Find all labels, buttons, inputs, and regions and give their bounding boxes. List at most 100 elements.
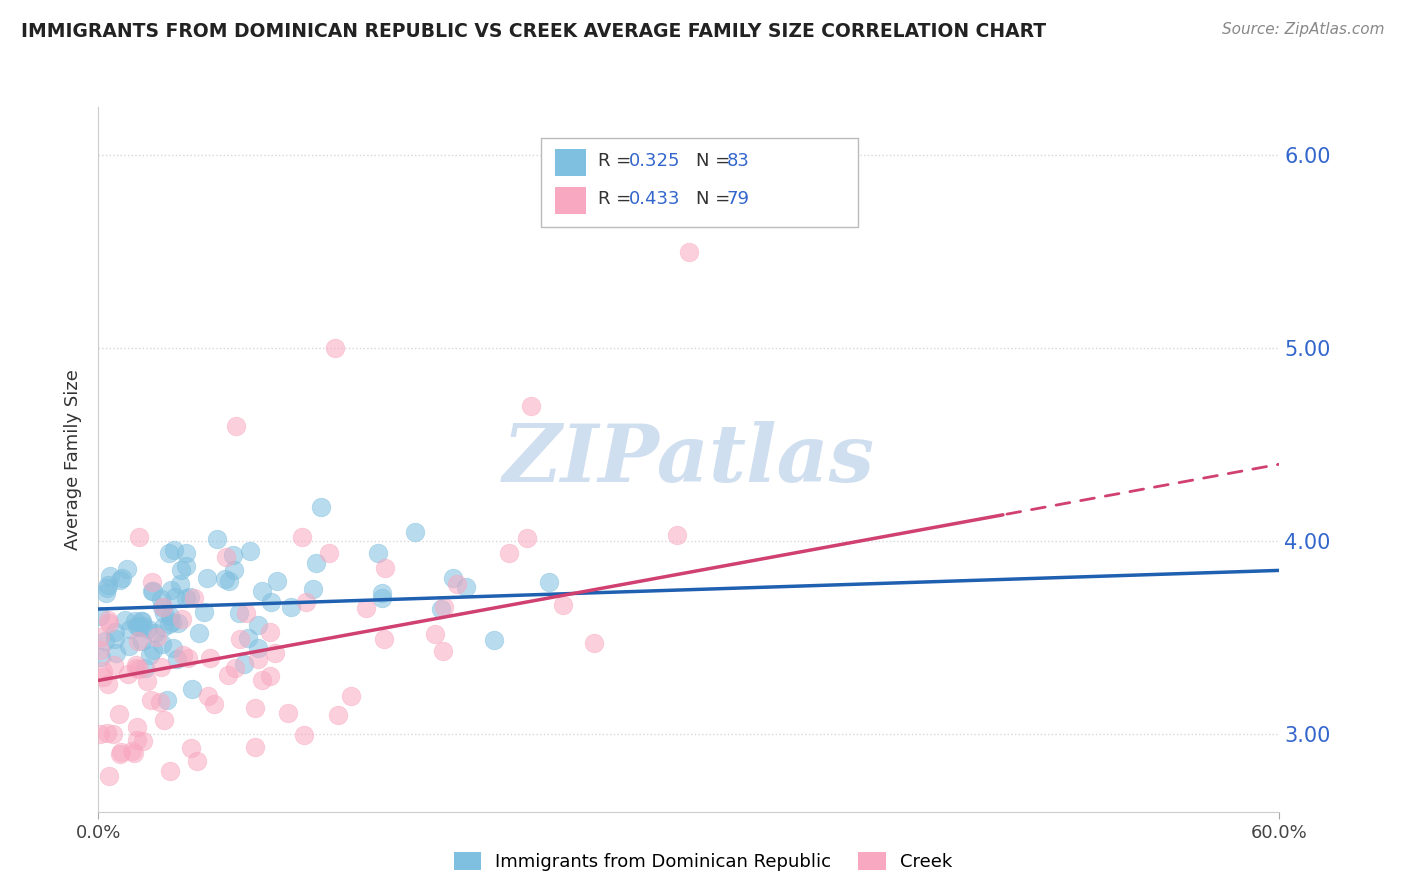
Point	[553, 598, 575, 612]
Point	[97, 578, 120, 592]
Point	[103, 657, 125, 672]
Point	[104, 647, 127, 661]
Point	[131, 615, 153, 629]
Point	[120, 622, 142, 636]
Text: ZIPatlas: ZIPatlas	[503, 421, 875, 498]
Point	[425, 627, 447, 641]
Point	[218, 574, 240, 588]
Point	[142, 583, 165, 598]
Point	[157, 546, 180, 560]
Point	[678, 244, 700, 259]
Point	[235, 607, 257, 621]
Point	[238, 631, 260, 645]
Point	[152, 599, 174, 614]
Point	[117, 667, 139, 681]
Point	[318, 546, 340, 560]
Point	[127, 634, 149, 648]
Point	[441, 571, 464, 585]
Point	[141, 692, 163, 706]
Point	[174, 559, 197, 574]
Point	[180, 740, 202, 755]
Point	[114, 613, 136, 627]
Point	[89, 727, 111, 741]
Point	[90, 650, 112, 665]
Point	[217, 667, 239, 681]
Point	[159, 764, 181, 778]
Point	[252, 583, 274, 598]
Point	[166, 652, 188, 666]
Text: IMMIGRANTS FROM DOMINICAN REPUBLIC VS CREEK AVERAGE FAMILY SIZE CORRELATION CHAR: IMMIGRANTS FROM DOMINICAN REPUBLIC VS CR…	[21, 22, 1046, 41]
Point	[152, 619, 174, 633]
Text: 0.325: 0.325	[628, 152, 681, 169]
Point	[245, 701, 267, 715]
Point	[98, 616, 121, 631]
Point	[222, 548, 245, 562]
Point	[132, 618, 155, 632]
Point	[259, 625, 281, 640]
Point	[104, 632, 127, 646]
Point	[291, 530, 314, 544]
Point	[252, 673, 274, 687]
Point	[538, 575, 561, 590]
Point	[101, 726, 124, 740]
Point	[373, 632, 395, 646]
Point	[141, 575, 163, 590]
Point	[179, 591, 201, 605]
Point	[169, 563, 191, 577]
Point	[141, 583, 163, 598]
Point	[433, 600, 456, 615]
Point	[323, 342, 346, 356]
Point	[96, 586, 118, 600]
Point	[98, 569, 121, 583]
Point	[132, 734, 155, 748]
Point	[128, 530, 150, 544]
Point	[169, 577, 191, 591]
Point	[165, 590, 187, 604]
Point	[484, 632, 506, 647]
Point	[404, 525, 426, 540]
Point	[111, 571, 134, 585]
Point	[89, 609, 111, 624]
Point	[89, 642, 111, 657]
Point	[266, 574, 288, 589]
Point	[148, 695, 170, 709]
Point	[149, 660, 172, 674]
Point	[193, 606, 215, 620]
Point	[454, 580, 477, 594]
Point	[520, 399, 543, 413]
Point	[146, 631, 169, 645]
Point	[326, 708, 349, 723]
Point	[97, 613, 120, 627]
Point	[96, 581, 118, 595]
Text: N =: N =	[696, 152, 735, 169]
Point	[374, 560, 396, 574]
Point	[125, 619, 148, 633]
Point	[371, 586, 394, 600]
Point	[150, 592, 173, 607]
Point	[446, 577, 468, 591]
Point	[94, 634, 117, 648]
Point	[430, 602, 453, 616]
Point	[195, 571, 218, 585]
Point	[229, 632, 252, 646]
Point	[356, 600, 378, 615]
Point	[214, 572, 236, 586]
Point	[172, 648, 194, 663]
Point	[181, 682, 204, 697]
Point	[96, 726, 118, 740]
Legend: Immigrants from Dominican Republic, Creek: Immigrants from Dominican Republic, Cree…	[447, 845, 959, 879]
Point	[280, 599, 302, 614]
Point	[118, 640, 141, 654]
Point	[110, 745, 132, 759]
Point	[143, 625, 166, 640]
Point	[136, 623, 159, 637]
Point	[131, 634, 153, 648]
Point	[108, 573, 131, 587]
Text: R =: R =	[598, 152, 637, 169]
Point	[233, 657, 256, 672]
Point	[134, 660, 156, 674]
Point	[142, 642, 165, 657]
Text: Source: ZipAtlas.com: Source: ZipAtlas.com	[1222, 22, 1385, 37]
Point	[127, 720, 149, 734]
Point	[170, 611, 193, 625]
